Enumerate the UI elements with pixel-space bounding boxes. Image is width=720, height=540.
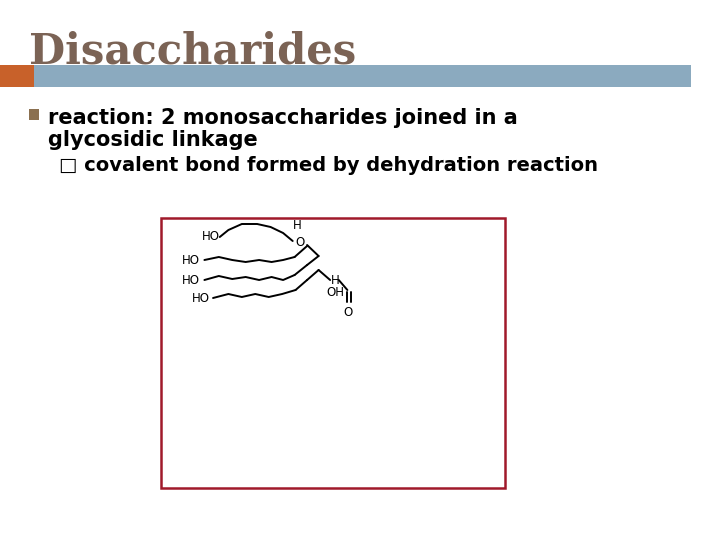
Text: OH: OH [326, 287, 344, 300]
Text: □ covalent bond formed by dehydration reaction: □ covalent bond formed by dehydration re… [60, 156, 598, 175]
Bar [34, 65, 691, 87]
Text: H: H [331, 273, 340, 287]
Text: reaction: 2 monosaccharides joined in a: reaction: 2 monosaccharides joined in a [48, 108, 518, 128]
Bar [0, 65, 34, 87]
Bar [29, 109, 40, 120]
Bar [161, 218, 505, 488]
Text: O: O [343, 306, 353, 319]
Text: H: H [293, 219, 302, 232]
Text: HO: HO [182, 253, 200, 267]
Text: HO: HO [202, 231, 220, 244]
Text: HO: HO [182, 273, 200, 287]
Text: O: O [296, 237, 305, 249]
Text: Disaccharides: Disaccharides [29, 30, 356, 72]
Text: HO: HO [192, 292, 210, 305]
Text: glycosidic linkage: glycosidic linkage [48, 130, 258, 150]
